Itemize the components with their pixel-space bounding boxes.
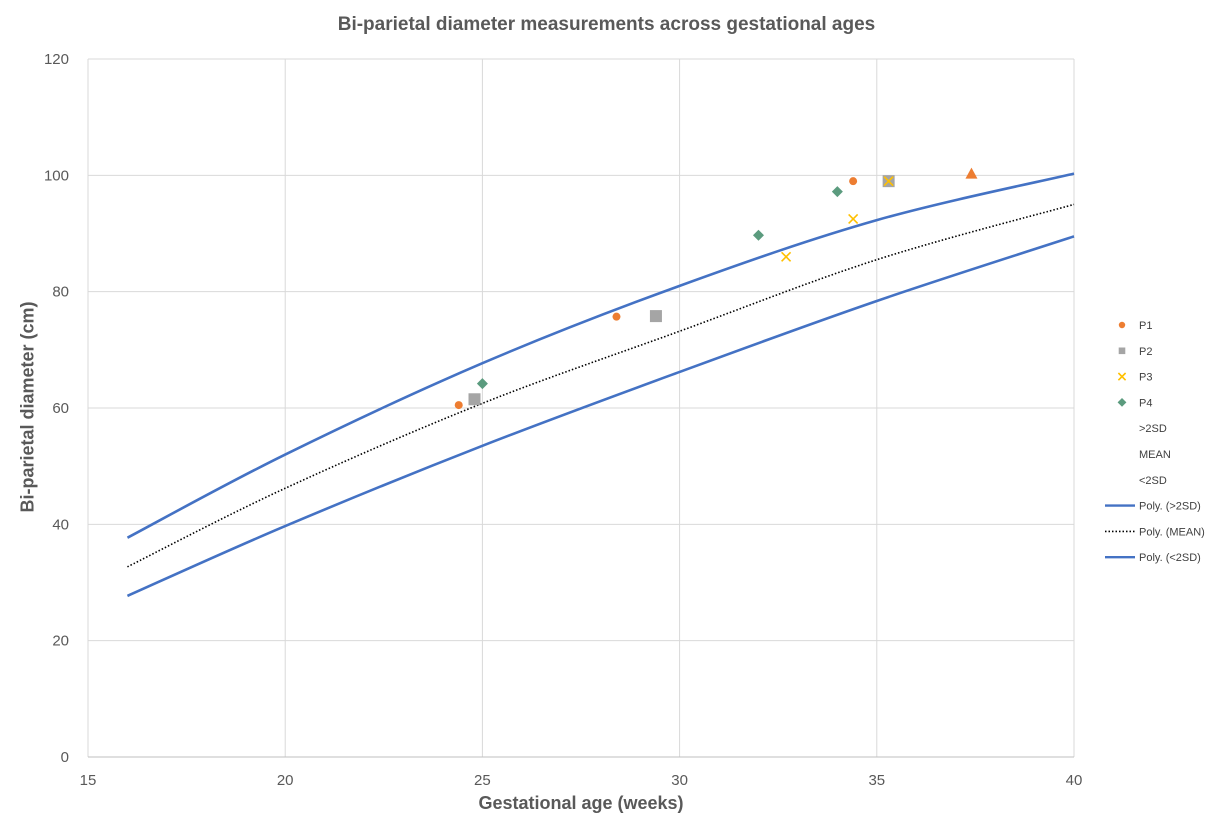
data-point: [612, 312, 621, 321]
data-point: [752, 229, 764, 241]
legend-label: <2SD: [1139, 475, 1167, 487]
y-tick-label: 120: [44, 51, 69, 68]
x-tick-label: 15: [80, 772, 97, 789]
data-point: [831, 186, 843, 198]
y-tick-label: 100: [44, 167, 69, 184]
legend-label: Poly. (>2SD): [1139, 501, 1201, 513]
legend-marker: [1118, 347, 1126, 355]
legend-marker: [1117, 372, 1127, 381]
x-axis-label: Gestational age (weeks): [478, 793, 684, 813]
legend-label: P1: [1139, 320, 1152, 332]
y-tick-label: 20: [52, 633, 69, 650]
data-point: [848, 213, 859, 225]
x-tick-label: 40: [1066, 772, 1083, 789]
trendline: [127, 203, 1075, 568]
legend-label: >2SD: [1139, 423, 1167, 435]
data-point: [965, 167, 978, 179]
y-tick-label: 60: [52, 400, 69, 417]
trendline: [126, 172, 1075, 539]
legend-label: P3: [1139, 372, 1152, 384]
data-point: [468, 393, 481, 406]
data-point: [476, 378, 488, 390]
legend-marker: [1118, 321, 1126, 329]
data-point: [849, 177, 858, 186]
data-point: [781, 251, 792, 262]
legend-label: P4: [1139, 397, 1152, 409]
x-tick-label: 25: [474, 772, 491, 789]
x-tick-label: 30: [671, 772, 688, 789]
y-tick-label: 40: [52, 516, 69, 533]
legend-label: Poly. (MEAN): [1139, 526, 1205, 538]
legend-label: P2: [1139, 346, 1152, 358]
x-tick-label: 20: [277, 772, 294, 789]
y-tick-label: 0: [61, 749, 69, 766]
data-point: [454, 401, 463, 410]
data-point: [883, 176, 894, 187]
legend-label: Poly. (<2SD): [1139, 552, 1201, 564]
y-tick-label: 80: [52, 284, 69, 301]
legend-marker: [1117, 398, 1127, 407]
data-point: [649, 310, 662, 323]
legend-label: MEAN: [1139, 449, 1171, 461]
trendline: [126, 235, 1075, 598]
chart-title: Bi-parietal diameter measurements across…: [337, 14, 876, 35]
x-tick-label: 35: [868, 772, 885, 789]
